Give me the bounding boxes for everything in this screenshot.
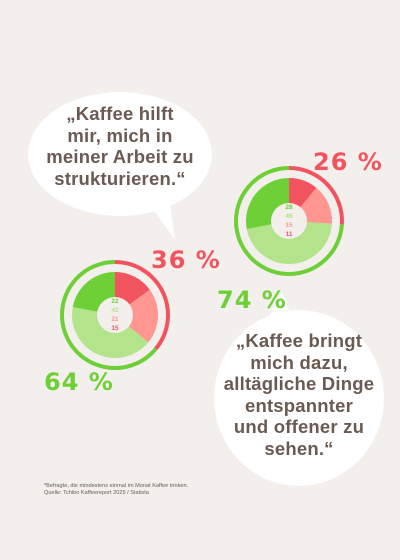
donut-segment-3 bbox=[115, 289, 158, 343]
disagree-percent-entspannt: 26 % bbox=[313, 148, 383, 176]
donut-segment-2 bbox=[72, 306, 149, 359]
center-value-2: 42 bbox=[111, 307, 119, 314]
outer-ring-disagree bbox=[115, 260, 170, 351]
quote-line: strukturieren.“ bbox=[54, 167, 186, 189]
quote-line: „Kaffee bringt bbox=[235, 330, 363, 351]
quote-line: und offener zu bbox=[233, 416, 365, 437]
quote-line: entspannter bbox=[244, 394, 354, 416]
donut-segment-2 bbox=[246, 221, 332, 265]
bubble-tail-1 bbox=[150, 204, 175, 240]
footnote-respondents: *Befragte, die mindestens einmal im Mona… bbox=[44, 483, 189, 489]
quote-text-entspannt: „Kaffee bringt mich dazu, alltägliche Di… bbox=[214, 330, 384, 459]
footnote-source: Quelle: Tchibo Kaffeereport 2025 / Stati… bbox=[44, 490, 149, 496]
donut-chart-entspannt: 28 46 15 11 bbox=[234, 166, 344, 276]
center-value-2: 46 bbox=[285, 213, 293, 220]
outer-ring-disagree bbox=[289, 166, 344, 225]
quote-line: mich dazu, bbox=[250, 351, 348, 373]
outer-ring-agree bbox=[59, 260, 158, 371]
quote-bubble-entspannt: „Kaffee bringt mich dazu, alltägliche Di… bbox=[214, 310, 384, 486]
donut-center bbox=[271, 203, 307, 239]
donut-chart-arbeit: 22 42 21 15 bbox=[59, 260, 170, 371]
center-value-4: 15 bbox=[111, 325, 119, 332]
quote-line: sehen.“ bbox=[264, 437, 334, 459]
quote-line: alltägliche Dinge bbox=[223, 373, 375, 394]
center-value-3: 21 bbox=[111, 316, 119, 323]
agree-percent-arbeit: 64 % bbox=[44, 368, 114, 396]
center-value-1: 22 bbox=[111, 298, 119, 305]
quote-line: „Kaffee hilft bbox=[66, 103, 174, 124]
quote-line: meiner Arbeit zu bbox=[46, 146, 194, 167]
quote-text-arbeit: „Kaffee hilft mir, mich in meiner Arbeit… bbox=[28, 103, 212, 189]
center-value-1: 28 bbox=[285, 204, 293, 211]
disagree-percent-arbeit: 36 % bbox=[151, 246, 221, 274]
center-value-4: 11 bbox=[286, 231, 293, 238]
donut-center bbox=[97, 297, 133, 333]
quote-line: mir, mich in bbox=[67, 124, 173, 146]
agree-percent-entspannt: 74 % bbox=[217, 286, 287, 314]
quote-bubble-arbeit: „Kaffee hilft mir, mich in meiner Arbeit… bbox=[28, 92, 212, 216]
center-value-3: 15 bbox=[285, 222, 293, 229]
